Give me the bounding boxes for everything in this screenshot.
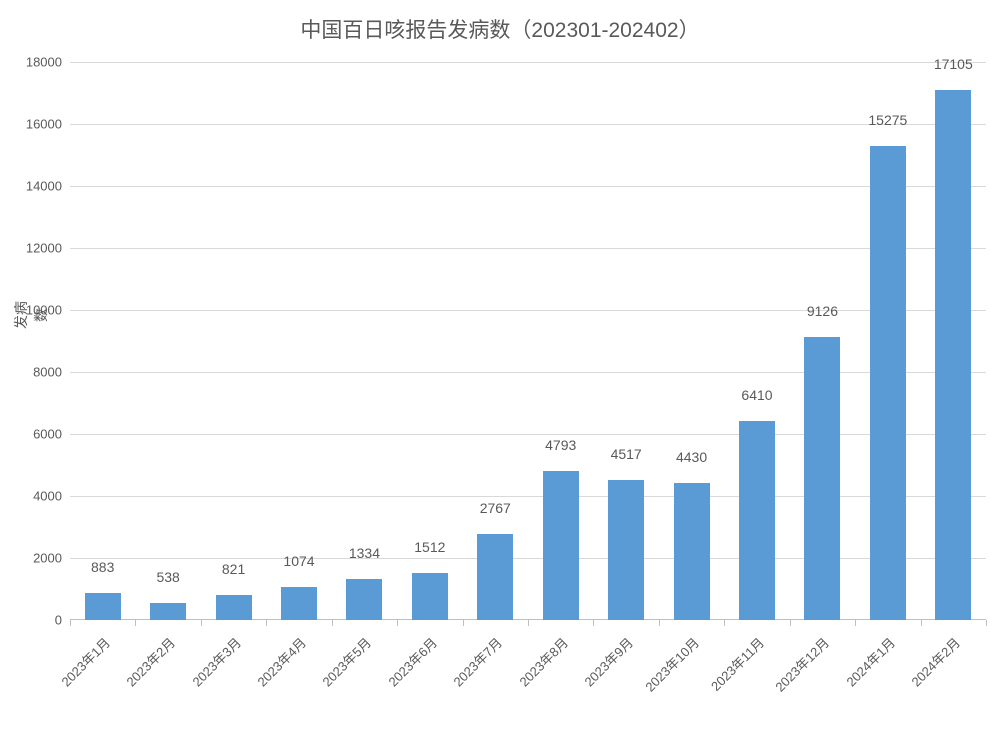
x-tick (790, 620, 791, 626)
bar (804, 337, 840, 620)
x-category-label: 2023年5月 (318, 633, 375, 690)
gridline (70, 310, 986, 311)
bar-value-label: 4517 (611, 446, 642, 462)
bar (674, 483, 710, 620)
y-tick-label: 10000 (26, 303, 70, 318)
x-tick (463, 620, 464, 626)
bar-value-label: 821 (222, 561, 245, 577)
bar (216, 595, 252, 620)
x-tick (201, 620, 202, 626)
x-category-label: 2023年12月 (771, 633, 834, 696)
chart-title: 中国百日咳报告发病数（202301-202402） (0, 14, 1000, 44)
bar-value-label: 1512 (414, 539, 445, 555)
x-category-label: 2023年2月 (121, 633, 178, 690)
bar (739, 421, 775, 620)
bar (85, 593, 121, 620)
x-category-label: 2023年10月 (640, 633, 703, 696)
gridline (70, 186, 986, 187)
bar (412, 573, 448, 620)
gridline (70, 558, 986, 559)
x-tick (135, 620, 136, 626)
bar-value-label: 538 (156, 569, 179, 585)
x-category-label: 2024年2月 (907, 633, 964, 690)
bar-value-label: 883 (91, 559, 114, 575)
bar (477, 534, 513, 620)
x-tick (332, 620, 333, 626)
bar (346, 579, 382, 620)
bar-value-label: 1334 (349, 545, 380, 561)
bar-value-label: 15275 (868, 112, 907, 128)
bar-value-label: 4430 (676, 449, 707, 465)
gridline (70, 372, 986, 373)
bar (870, 146, 906, 620)
gridline (70, 434, 986, 435)
bar-value-label: 1074 (283, 553, 314, 569)
x-tick (397, 620, 398, 626)
gridline (70, 248, 986, 249)
x-category-label: 2023年4月 (252, 633, 309, 690)
x-tick (528, 620, 529, 626)
x-tick (921, 620, 922, 626)
y-tick-label: 16000 (26, 117, 70, 132)
bar (150, 603, 186, 620)
x-category-label: 2023年1月 (56, 633, 113, 690)
x-tick (855, 620, 856, 626)
bar-value-label: 2767 (480, 500, 511, 516)
plot-area: 0200040006000800010000120001400016000180… (70, 62, 986, 620)
y-tick-label: 6000 (33, 427, 70, 442)
x-tick (266, 620, 267, 626)
x-tick (986, 620, 987, 626)
bar-value-label: 9126 (807, 303, 838, 319)
y-tick-label: 0 (55, 613, 70, 628)
x-category-label: 2023年11月 (706, 633, 768, 695)
x-tick (593, 620, 594, 626)
x-tick (70, 620, 71, 626)
bar-value-label: 4793 (545, 437, 576, 453)
y-tick-label: 14000 (26, 179, 70, 194)
x-category-label: 2023年6月 (383, 633, 440, 690)
bar (935, 90, 971, 620)
bar-value-label: 6410 (741, 387, 772, 403)
bar-value-label: 17105 (934, 56, 973, 72)
x-category-label: 2023年8月 (514, 633, 571, 690)
x-category-label: 2023年9月 (579, 633, 636, 690)
y-tick-label: 8000 (33, 365, 70, 380)
y-tick-label: 18000 (26, 55, 70, 70)
gridline (70, 62, 986, 63)
y-tick-label: 4000 (33, 489, 70, 504)
x-tick (659, 620, 660, 626)
y-tick-label: 2000 (33, 551, 70, 566)
bar (543, 471, 579, 620)
bar (281, 587, 317, 620)
gridline (70, 496, 986, 497)
x-category-label: 2024年1月 (841, 633, 898, 690)
gridline (70, 124, 986, 125)
pertussis-bar-chart: 中国百日咳报告发病数（202301-202402） 发病数 0200040006… (0, 0, 1000, 731)
x-category-label: 2023年3月 (187, 633, 244, 690)
x-category-label: 2023年7月 (449, 633, 506, 690)
y-tick-label: 12000 (26, 241, 70, 256)
bar (608, 480, 644, 620)
x-tick (724, 620, 725, 626)
